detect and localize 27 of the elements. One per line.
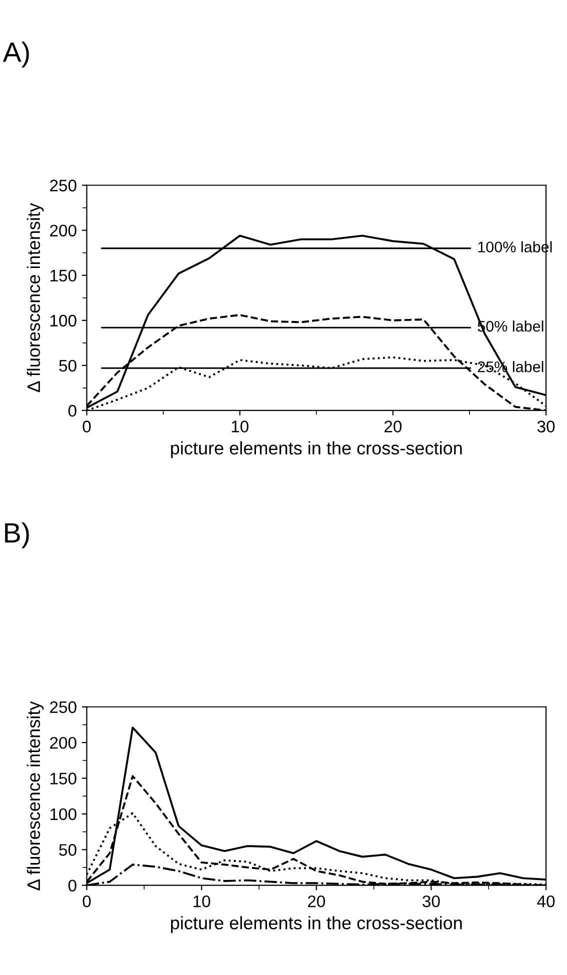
y-tick-label: 100 <box>50 808 76 820</box>
y-tick-label: 250 <box>50 701 76 714</box>
x-tick-label: 10 <box>232 420 248 432</box>
x-tick-label: 10 <box>194 895 210 908</box>
y-tick-label: 200 <box>50 736 76 749</box>
y-tick-label: 150 <box>50 270 76 282</box>
y-tick-label: 200 <box>50 224 76 236</box>
y-tick-label: 50 <box>59 360 76 372</box>
y-axis-title: Δ fluorescence intensity <box>26 701 44 890</box>
y-tick-label: 0 <box>68 880 76 892</box>
chart-title: B) <box>5 522 29 548</box>
x-tick-label: 0 <box>82 420 91 432</box>
y-tick-label: 100 <box>50 314 76 327</box>
chart-title: A) <box>2 42 29 68</box>
y-axis-title: Δ fluorescence intensity <box>26 203 44 392</box>
y-tick-label: 150 <box>50 772 76 784</box>
x-axis-title: picture elements in the cross-section <box>171 916 462 933</box>
x-axis-title: picture elements in the cross-section <box>171 441 462 458</box>
y-tick-label: 0 <box>68 404 76 417</box>
x-tick-label: 30 <box>422 895 440 908</box>
x-tick-label: 30 <box>537 420 555 432</box>
y-tick-label: 50 <box>59 844 76 856</box>
x-tick-label: 0 <box>82 895 91 908</box>
x-tick-label: 20 <box>384 420 402 432</box>
x-tick-label: 20 <box>308 895 326 908</box>
y-tick-label: 250 <box>50 180 76 192</box>
x-tick-label: 40 <box>537 895 555 908</box>
